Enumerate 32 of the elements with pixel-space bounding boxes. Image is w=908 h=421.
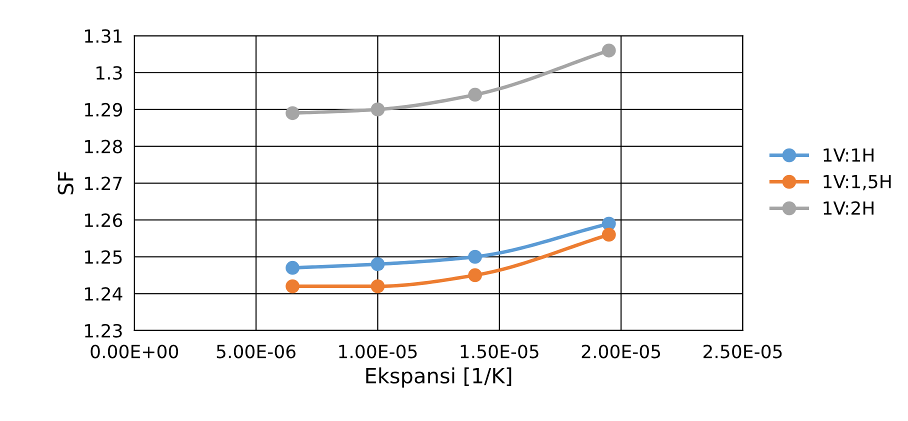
point: [602, 216, 616, 231]
point: [468, 88, 482, 102]
y-tick-label: 1.29: [85, 102, 122, 117]
y-axis-title: SF: [58, 172, 74, 194]
x-tick-label: 1.50E-05: [460, 344, 538, 358]
y-tick-label: 1.28: [85, 140, 122, 154]
legend-label: 1V:1H: [824, 148, 874, 162]
point: [286, 279, 300, 294]
legend-label: 1V:2H: [824, 201, 874, 215]
legend-label: 1V:1,5H: [824, 174, 891, 190]
point: [370, 279, 385, 294]
x-tick-label: 1.00E-05: [339, 344, 417, 358]
y-tick-label: 1.24: [85, 287, 122, 301]
y-tick-label: 1.23: [85, 324, 122, 338]
point: [468, 268, 482, 282]
point: [602, 44, 616, 58]
y-tick-label: 1.26: [85, 213, 122, 228]
x-tick-label: 2.00E-05: [582, 344, 660, 358]
x-tick-label: 5.00E-06: [216, 344, 296, 358]
point: [370, 257, 385, 272]
point: [286, 106, 300, 120]
y-tick-label: 1.3: [96, 66, 122, 80]
point: [602, 228, 616, 242]
point: [370, 102, 385, 116]
point: [286, 260, 300, 275]
x-tick-label: 0.00E+00: [90, 344, 178, 358]
x-tick-label: 2.50E-05: [704, 344, 782, 358]
y-tick-label: 1.31: [85, 29, 122, 43]
y-tick-label: 1.25: [85, 250, 122, 264]
x-axis-title: Ekspansi [1/K]: [366, 367, 512, 388]
y-tick-label: 1.27: [85, 176, 122, 190]
point: [468, 250, 482, 264]
